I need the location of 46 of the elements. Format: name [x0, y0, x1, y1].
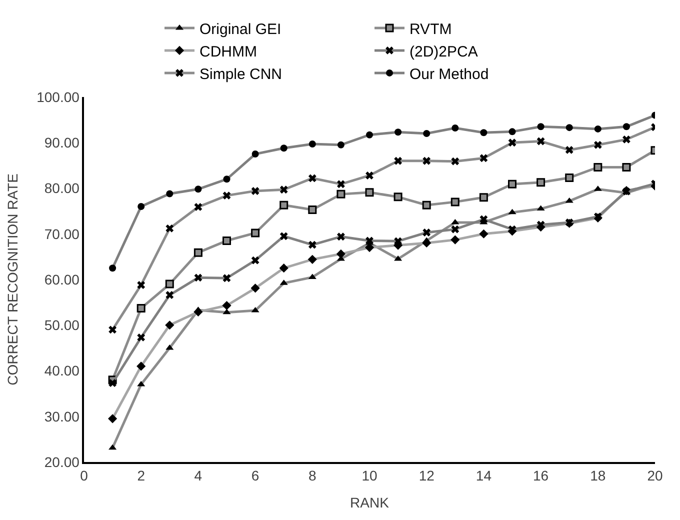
x-tick-label: 8 — [308, 468, 316, 484]
point — [536, 178, 546, 187]
point — [479, 193, 488, 202]
y-tick-label: 90.00 — [44, 134, 80, 151]
x-tick-label: 0 — [80, 468, 88, 484]
legend-label: Our Method — [410, 66, 489, 83]
y-tick-label: 80.00 — [44, 180, 80, 196]
y-tick-label: 40.00 — [44, 362, 80, 379]
legend-label: CDHMM — [200, 43, 257, 60]
x-axis-title: RANK — [350, 494, 390, 510]
y-axis-title: CORRECT RECOGNITION RATE — [4, 174, 21, 386]
point — [365, 188, 374, 197]
point — [308, 205, 317, 214]
y-tick-label: 20.00 — [44, 454, 80, 470]
legend-label: Simple CNN — [200, 66, 282, 83]
point — [422, 200, 431, 210]
point — [222, 236, 231, 245]
point — [450, 198, 460, 206]
point — [136, 304, 146, 312]
x-tick-label: 16 — [533, 468, 549, 484]
legend-label: Original GEI — [200, 20, 282, 38]
x-tick-label: 18 — [590, 468, 606, 484]
point — [508, 180, 516, 188]
legend-label: RVTM — [410, 20, 452, 38]
x-tick-label: 14 — [476, 468, 492, 484]
point — [565, 174, 574, 182]
point — [251, 228, 260, 238]
x-tick-label: 10 — [362, 468, 378, 484]
point — [622, 163, 631, 172]
x-tick-label: 2 — [137, 468, 146, 484]
legend-label: (2D)2PCA — [410, 43, 478, 60]
point — [336, 190, 346, 198]
x-tick-label: 12 — [418, 468, 435, 484]
point — [165, 280, 174, 288]
x-tick-label: 4 — [194, 468, 202, 484]
y-tick-label: 30.00 — [44, 408, 80, 424]
y-tick-label: 50.00 — [44, 317, 80, 334]
point — [280, 200, 288, 210]
point — [594, 163, 602, 172]
y-tick-label: 60.00 — [44, 271, 80, 288]
point — [194, 248, 202, 257]
point — [394, 192, 402, 202]
x-tick-label: 6 — [251, 468, 260, 484]
x-tick-label: 20 — [647, 468, 663, 484]
y-tick-label: 100.00 — [36, 88, 80, 105]
y-tick-label: 70.00 — [44, 226, 80, 242]
